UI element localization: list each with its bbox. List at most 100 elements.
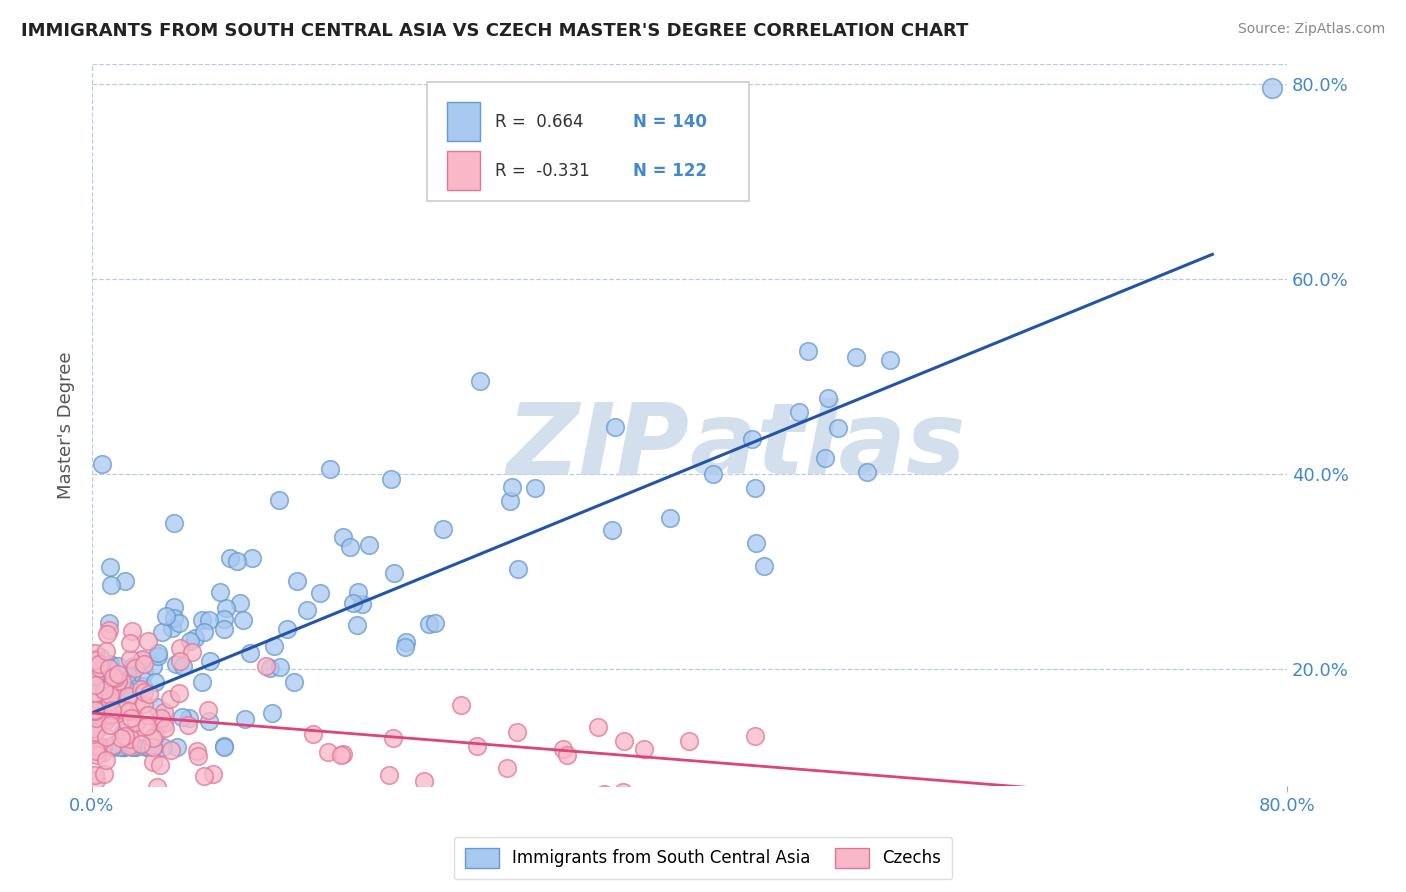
Point	[295, 603, 318, 617]
Point	[101, 740, 124, 755]
Point	[121, 737, 143, 751]
Point	[658, 511, 681, 525]
Point	[169, 654, 191, 668]
Point	[83, 768, 105, 782]
Point	[198, 714, 221, 728]
Point	[744, 481, 766, 495]
Point	[179, 633, 201, 648]
Point	[129, 737, 152, 751]
Point	[169, 615, 191, 630]
Point	[202, 767, 225, 781]
Point	[98, 661, 121, 675]
Point	[87, 707, 110, 722]
Point	[110, 740, 132, 755]
Point	[150, 711, 173, 725]
Point	[111, 740, 134, 755]
Point	[107, 673, 129, 688]
Point	[165, 657, 187, 672]
Point	[84, 711, 107, 725]
Point	[98, 694, 121, 708]
Point	[125, 740, 148, 755]
FancyBboxPatch shape	[447, 151, 481, 191]
Point	[142, 731, 165, 745]
Point	[93, 682, 115, 697]
Point	[209, 584, 232, 599]
Point	[136, 707, 159, 722]
Point	[413, 773, 436, 788]
Text: N = 122: N = 122	[633, 162, 707, 180]
FancyBboxPatch shape	[447, 102, 481, 141]
Point	[184, 631, 207, 645]
Point	[197, 703, 219, 717]
Point	[467, 739, 489, 753]
Point	[817, 391, 839, 405]
Point	[187, 749, 209, 764]
Point	[96, 731, 118, 745]
Point	[496, 761, 519, 775]
Point	[83, 686, 105, 700]
Point	[134, 657, 156, 671]
Point	[98, 661, 121, 675]
Point	[104, 707, 127, 722]
Point	[153, 722, 176, 736]
Point	[103, 740, 125, 755]
Point	[112, 740, 135, 755]
Point	[125, 714, 148, 729]
Point	[159, 743, 181, 757]
Point	[145, 699, 167, 714]
Point	[555, 748, 578, 763]
Point	[148, 714, 170, 729]
Point	[150, 624, 173, 639]
Point	[96, 681, 118, 695]
Point	[470, 375, 492, 389]
Point	[814, 451, 837, 466]
Point	[97, 708, 120, 723]
Point	[229, 596, 252, 610]
Point	[855, 465, 877, 479]
Point	[167, 686, 190, 700]
Point	[89, 650, 111, 665]
Point	[120, 732, 142, 747]
Point	[84, 744, 107, 758]
Point	[83, 724, 105, 739]
Point	[132, 697, 155, 711]
Point	[110, 731, 132, 745]
Point	[115, 714, 138, 729]
Point	[169, 641, 191, 656]
Point	[118, 704, 141, 718]
Point	[254, 659, 277, 673]
Point	[86, 739, 108, 753]
Point	[613, 734, 636, 748]
Point	[131, 653, 153, 667]
Point	[592, 787, 614, 801]
Point	[240, 551, 263, 566]
Point	[191, 613, 214, 627]
Point	[359, 537, 381, 551]
Point	[87, 738, 110, 752]
Point	[165, 792, 187, 806]
Point	[84, 740, 107, 755]
Point	[101, 670, 124, 684]
Point	[100, 577, 122, 591]
Point	[124, 661, 146, 675]
Point	[172, 659, 194, 673]
Point	[83, 740, 105, 755]
Point	[269, 493, 291, 508]
Point	[84, 720, 107, 734]
Point	[193, 624, 215, 639]
Point	[212, 739, 235, 754]
Point	[91, 746, 114, 760]
Point	[423, 615, 446, 630]
Point	[143, 674, 166, 689]
Point	[395, 635, 418, 649]
Point	[1261, 81, 1284, 95]
Point	[269, 660, 291, 674]
Point	[720, 818, 742, 832]
Point	[499, 493, 522, 508]
Text: ZIP: ZIP	[506, 398, 689, 495]
Point	[87, 703, 110, 717]
Point	[301, 727, 323, 741]
Point	[135, 719, 157, 733]
Point	[107, 676, 129, 690]
Point	[146, 646, 169, 660]
